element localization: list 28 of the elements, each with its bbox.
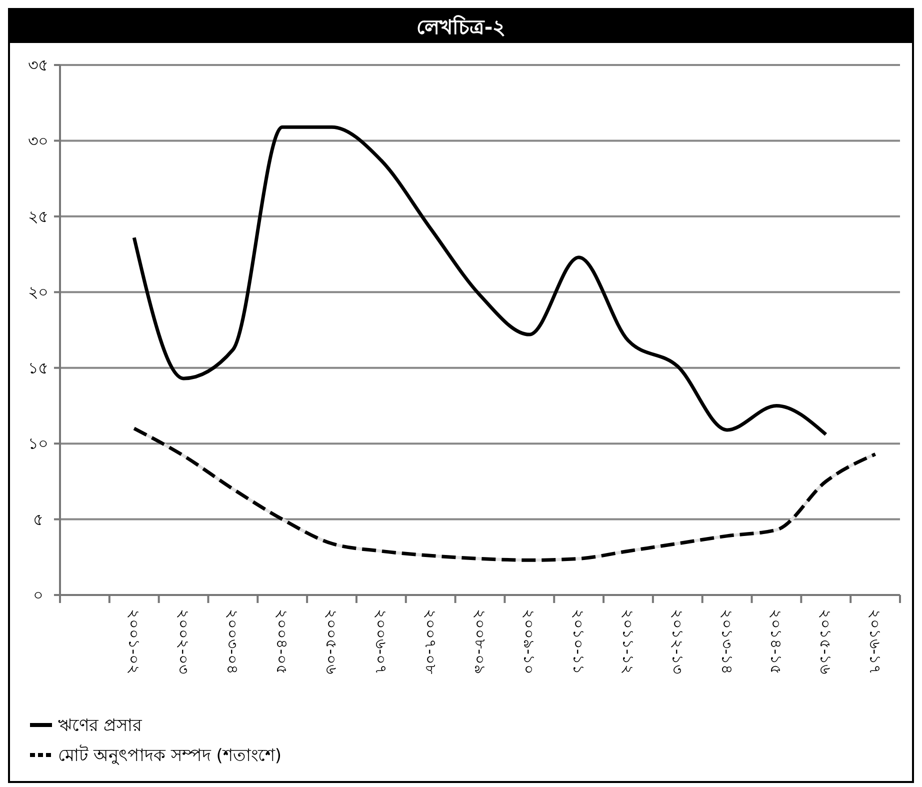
x-tick-label: ২০০১-০২ bbox=[124, 609, 143, 674]
x-tick-label: ২০১৬-১৭ bbox=[866, 609, 884, 674]
y-tick-label: ১৫ bbox=[28, 358, 48, 378]
x-tick-label: ২০০৯-১০ bbox=[520, 609, 538, 674]
x-tick-label: ২০১৫-১৬ bbox=[816, 609, 835, 674]
y-tick-label: ৫ bbox=[33, 510, 43, 529]
x-tick-label: ২০১০-১১ bbox=[570, 609, 588, 674]
x-tick-label: ২০০৪-০৫ bbox=[273, 609, 292, 674]
line-series bbox=[132, 125, 828, 436]
x-tick-label: ২০০৭-০৮ bbox=[421, 609, 440, 674]
x-tick-label: ২০১৪-১৫ bbox=[767, 609, 786, 674]
x-tick-label: ২০০৩-০৪ bbox=[224, 609, 242, 674]
y-tick-label: ১০ bbox=[28, 434, 48, 454]
x-tick-label: ২০০২-০৩ bbox=[174, 609, 192, 674]
chart-title: লেখচিত্র-২ bbox=[416, 15, 506, 39]
legend-label: মোট অনুৎপাদক সম্পদ (শতাংশে) bbox=[58, 744, 282, 766]
y-tick-label: ০ bbox=[33, 586, 43, 605]
y-tick-label: ২৫ bbox=[28, 207, 48, 226]
x-tick-label: ২০১২-১৩ bbox=[668, 609, 686, 674]
x-tick-label: ২০১১-১২ bbox=[618, 609, 637, 674]
y-tick-label: ২০ bbox=[28, 282, 48, 302]
y-tick-label: ৩০ bbox=[28, 131, 48, 150]
x-tick-label: ২০০৬-০৭ bbox=[372, 609, 390, 674]
x-tick-label: ২০০৮-০৯ bbox=[470, 609, 489, 674]
y-tick-label: ৩৫ bbox=[28, 56, 48, 75]
x-tick-label: ২০০৫-০৬ bbox=[322, 609, 341, 674]
legend-label: ঋণের প্রসার bbox=[58, 716, 142, 736]
x-tick-label: ২০১৩-১৪ bbox=[718, 609, 736, 674]
